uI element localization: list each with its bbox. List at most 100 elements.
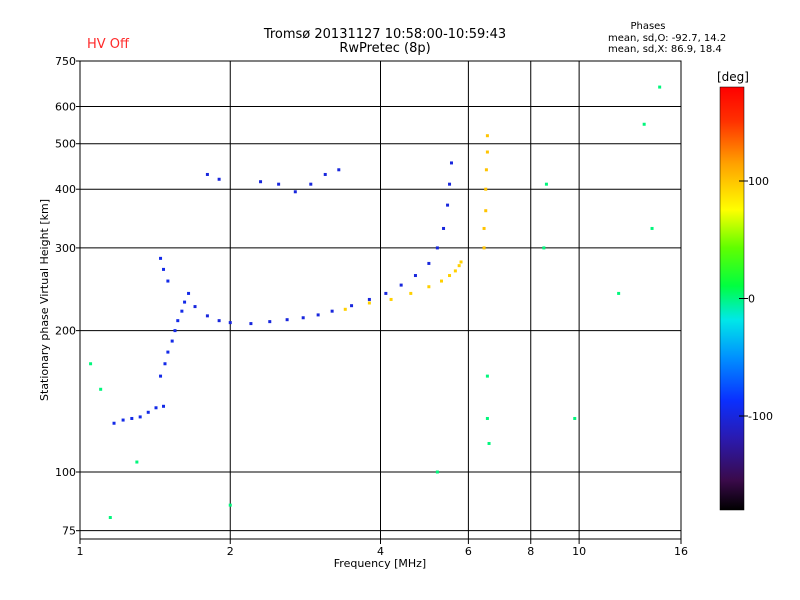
data-point: [642, 122, 646, 126]
data-point: [293, 190, 297, 194]
colorbar-tick-label: -100: [748, 410, 773, 423]
data-point: [435, 470, 439, 474]
x-tick-label: 6: [465, 545, 472, 558]
data-point: [384, 291, 388, 295]
data-point: [485, 134, 489, 138]
data-point: [482, 226, 486, 230]
data-point: [409, 291, 413, 295]
y-axis-label: Stationary phase Virtual Height [km]: [38, 199, 51, 401]
data-point: [268, 320, 272, 324]
grid-lines: [80, 60, 681, 539]
data-point: [442, 226, 446, 230]
data-point: [193, 305, 197, 309]
data-point: [323, 172, 327, 176]
y-tick-label: 300: [55, 242, 76, 255]
data-point: [343, 307, 347, 311]
data-point: [650, 226, 654, 230]
data-point: [180, 309, 184, 313]
data-point: [99, 387, 103, 391]
data-point: [482, 246, 486, 250]
data-point: [453, 269, 457, 273]
data-point: [146, 410, 150, 414]
data-point: [449, 161, 453, 165]
data-point: [249, 322, 253, 326]
data-point: [162, 267, 166, 271]
data-point: [337, 168, 341, 172]
data-point: [573, 416, 577, 420]
data-point: [542, 246, 546, 250]
x-tick-label: 4: [377, 545, 384, 558]
data-point: [121, 418, 125, 422]
data-point: [457, 264, 461, 268]
data-point: [259, 180, 263, 184]
data-point: [166, 350, 170, 354]
data-point: [187, 291, 191, 295]
data-point: [309, 182, 313, 186]
data-point: [658, 85, 662, 89]
data-point: [484, 168, 488, 172]
phase-stats-title: Phases: [630, 21, 666, 32]
data-point: [350, 304, 354, 308]
y-tick-label: 400: [55, 183, 76, 196]
data-point: [277, 182, 281, 186]
data-points: [89, 85, 662, 520]
y-tick-label: 100: [55, 466, 76, 479]
data-point: [108, 516, 112, 520]
data-point: [367, 297, 371, 301]
data-point: [183, 300, 187, 304]
y-tick-label: 500: [55, 138, 76, 151]
data-point: [389, 297, 393, 301]
x-tick-label: 10: [572, 545, 586, 558]
data-point: [159, 256, 163, 260]
y-tick-label: 750: [55, 55, 76, 68]
data-point: [173, 329, 177, 333]
data-point: [446, 203, 450, 207]
data-point: [154, 406, 158, 410]
data-point: [176, 319, 180, 323]
data-point: [316, 313, 320, 317]
data-point: [170, 339, 174, 343]
data-point: [448, 182, 452, 186]
data-point: [487, 441, 491, 445]
chart-title: Tromsø 20131127 10:58:00-10:59:43: [263, 27, 507, 42]
data-point: [138, 415, 142, 419]
data-point: [217, 319, 221, 323]
data-point: [485, 374, 489, 378]
data-point: [427, 261, 431, 265]
data-point: [130, 416, 134, 420]
y-tick-label: 600: [55, 101, 76, 114]
data-point: [205, 314, 209, 318]
data-point: [330, 309, 334, 313]
chart-subtitle: RwPretec (8p): [339, 41, 431, 56]
data-point: [301, 316, 305, 320]
data-point: [484, 209, 488, 213]
data-point: [440, 279, 444, 283]
data-point: [544, 182, 548, 186]
data-point: [448, 274, 452, 278]
data-point: [112, 421, 116, 425]
data-point: [217, 177, 221, 181]
y-tick-label: 75: [62, 525, 76, 538]
axis-ticks: 1 2 4 6 8 10 16 75 100 200 300 400 500 600 750: [55, 55, 688, 558]
x-tick-label: 2: [227, 545, 234, 558]
data-point: [135, 460, 139, 464]
data-point: [435, 246, 439, 250]
data-point: [228, 503, 232, 507]
data-point: [159, 374, 163, 378]
data-point: [228, 321, 232, 325]
data-point: [162, 404, 166, 408]
data-point: [285, 318, 289, 322]
data-point: [484, 187, 488, 191]
data-point: [617, 291, 621, 295]
x-tick-label: 8: [527, 545, 534, 558]
data-point: [367, 301, 371, 305]
data-point: [485, 416, 489, 420]
data-point: [459, 260, 463, 264]
data-point: [166, 279, 170, 283]
data-point: [399, 283, 403, 287]
data-point: [205, 172, 209, 176]
colorbar-tick-label: 100: [748, 175, 769, 188]
x-tick-label: 1: [77, 545, 84, 558]
data-point: [485, 150, 489, 154]
